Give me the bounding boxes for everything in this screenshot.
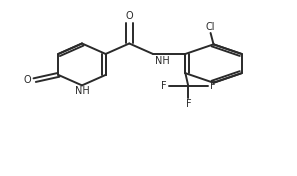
- Text: Cl: Cl: [206, 22, 215, 32]
- Text: NH: NH: [75, 86, 89, 96]
- Text: NH: NH: [155, 56, 170, 66]
- Text: F: F: [161, 81, 167, 91]
- Text: F: F: [186, 99, 191, 109]
- Text: O: O: [23, 75, 31, 85]
- Text: O: O: [125, 11, 133, 21]
- Text: F: F: [210, 81, 216, 91]
